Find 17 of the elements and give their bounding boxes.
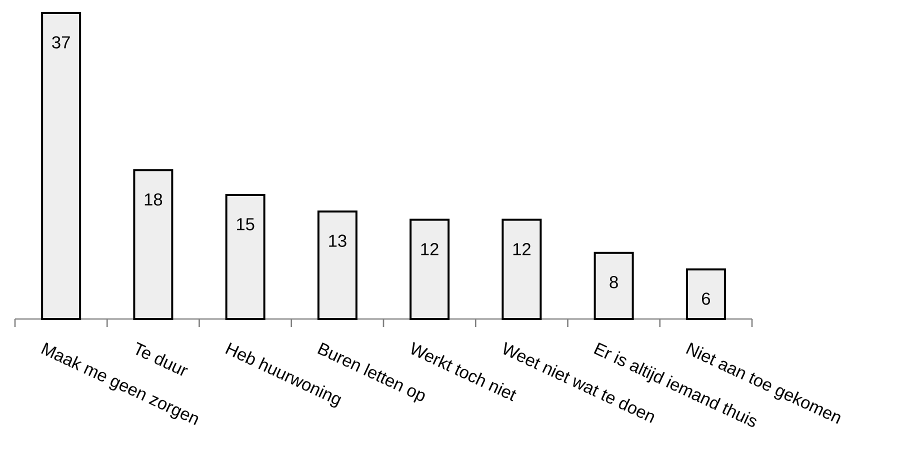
bar (502, 218, 542, 320)
data-label: 37 (52, 36, 70, 48)
x-tick-label: Te duur (136, 342, 188, 376)
bar (133, 169, 174, 320)
data-label: 6 (702, 292, 710, 305)
data-label: 13 (329, 234, 346, 247)
bar (594, 252, 634, 320)
data-label: 12 (513, 243, 530, 256)
data-label: 8 (610, 276, 618, 288)
data-label: 12 (421, 243, 438, 256)
bar (41, 12, 82, 320)
bar (317, 210, 358, 320)
data-label: 18 (144, 193, 162, 206)
data-label: 15 (236, 218, 254, 230)
bar (410, 218, 450, 320)
bar (225, 194, 266, 320)
bar (686, 268, 726, 320)
